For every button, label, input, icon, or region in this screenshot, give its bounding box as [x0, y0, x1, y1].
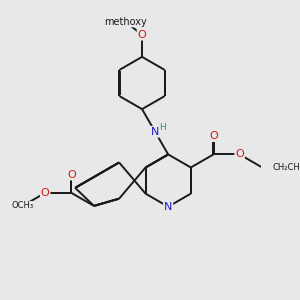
Text: methoxy: methoxy	[104, 16, 146, 27]
Text: CH₂CH₃: CH₂CH₃	[273, 163, 300, 172]
Text: methoxy: methoxy	[106, 17, 143, 26]
Text: O: O	[138, 30, 146, 40]
Text: OCH₃: OCH₃	[11, 201, 34, 210]
Text: O: O	[209, 131, 218, 141]
Text: N: N	[164, 202, 172, 212]
Text: O: O	[67, 169, 76, 180]
Text: H: H	[160, 123, 166, 132]
Text: N: N	[151, 127, 159, 137]
Text: O: O	[41, 188, 50, 198]
Text: O: O	[235, 149, 244, 159]
